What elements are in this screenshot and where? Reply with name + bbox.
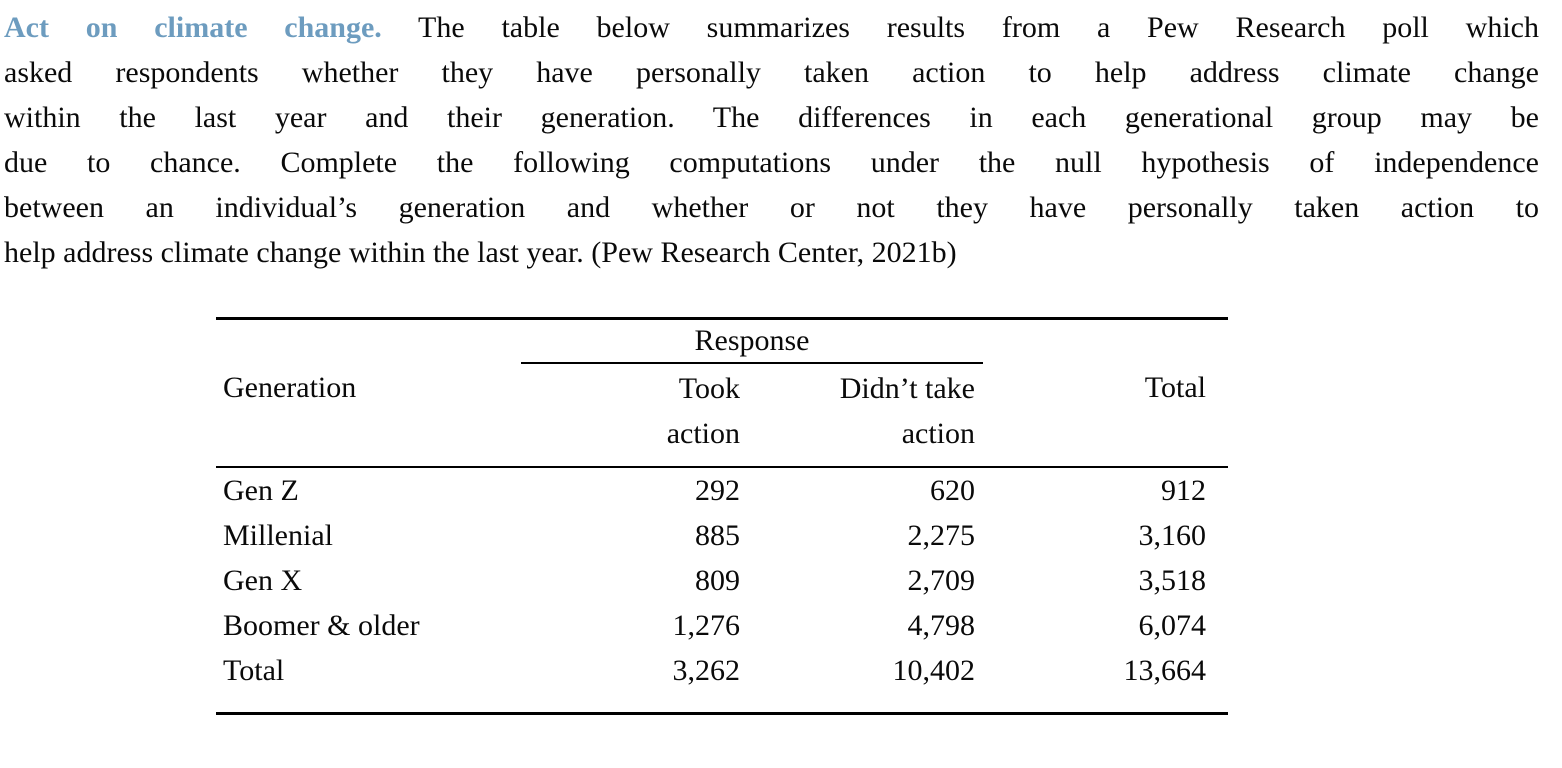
paragraph-line: help address climate change within the l… [4,236,957,269]
cell-took-action: 292 [695,474,740,507]
col-header-took-line1: Took [678,372,740,405]
cell-generation: Total [223,654,285,687]
cell-total: 6,074 [1138,609,1207,642]
cell-total: 13,664 [1123,654,1207,687]
cell-total: 3,518 [1138,564,1207,597]
col-header-didnt-line1: Didn’t take [839,372,975,405]
cell-took-action: 885 [695,519,740,552]
cell-took-action: 809 [695,564,740,597]
table-row-total: Total 3,262 10,402 13,664 [216,648,1228,714]
table-row: Boomer & older 1,276 4,798 6,074 [216,603,1228,648]
table-row: Gen Z 292 620 912 [216,467,1228,513]
data-table: Response Generation Took action Didn’t t… [216,317,1228,715]
cell-didnt-take-action: 2,709 [907,564,976,597]
response-header-row: Response [216,318,1228,364]
col-header-took-line2: action [666,417,740,450]
response-span-header: Response [521,318,983,364]
paragraph-line: within the last year and their generatio… [4,101,1539,134]
col-header-total: Total [983,363,1228,468]
empty-cell [983,319,1228,364]
col-header-generation: Generation [216,363,521,468]
paragraph-line: asked respondents whether they have pers… [4,56,1539,89]
paragraph-line-text: The table below summarizes results from … [418,11,1539,44]
col-header-didnt-take-action: Didn’t take action [743,363,983,468]
paragraph-line: between an individual’s generation and w… [4,191,1539,224]
cell-generation: Boomer & older [223,609,420,642]
paragraph-line: Act on climate change. The table below s… [4,5,1539,50]
cell-generation: Gen Z [223,474,299,507]
empty-cell [216,319,521,364]
col-header-didnt-line2: action [901,417,975,450]
column-header-row: Generation Took action Didn’t take actio… [216,363,1228,468]
cell-generation: Gen X [223,564,303,597]
paragraph-line: due to chance. Complete the following co… [4,146,1539,179]
table-row: Gen X 809 2,709 3,518 [216,558,1228,603]
cell-didnt-take-action: 2,275 [907,519,976,552]
cell-took-action: 1,276 [672,609,741,642]
table-row: Millenial 885 2,275 3,160 [216,513,1228,558]
contingency-table: Response Generation Took action Didn’t t… [216,317,1228,715]
cell-didnt-take-action: 4,798 [907,609,976,642]
cell-generation: Millenial [223,519,333,552]
exercise-title: Act on climate change. [4,11,382,44]
exercise-text: Act on climate change. The table below s… [4,5,1539,275]
cell-took-action: 3,262 [672,654,741,687]
cell-didnt-take-action: 620 [930,474,975,507]
col-header-took-action: Took action [521,363,743,468]
cell-total: 3,160 [1138,519,1207,552]
cell-didnt-take-action: 10,402 [892,654,976,687]
cell-total: 912 [1161,474,1206,507]
